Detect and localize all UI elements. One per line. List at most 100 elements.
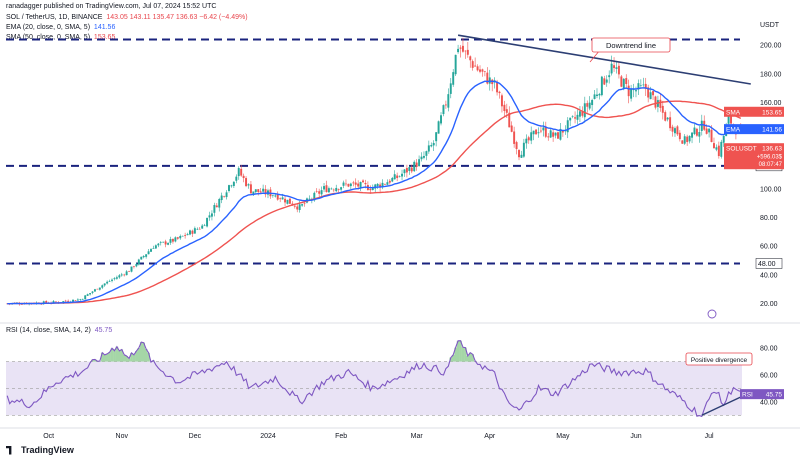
candle-body (72, 299, 74, 302)
price-tag-value: 136.63 (762, 146, 782, 153)
candle-body (557, 132, 559, 139)
candle-body (391, 177, 394, 182)
candle-body (610, 63, 613, 74)
candle-body (96, 288, 99, 290)
candle-body (574, 117, 577, 119)
candle-body (532, 130, 535, 135)
candle-body (588, 102, 591, 109)
candle-body (230, 185, 233, 187)
candle-body (561, 130, 564, 133)
divergence-annotation-text: Positive divergence (691, 357, 748, 364)
candle-body (76, 299, 79, 301)
candle-body (408, 167, 411, 171)
candle-body (52, 301, 55, 303)
candle-body (247, 184, 250, 186)
candle-body (132, 266, 135, 267)
candle-body (298, 204, 301, 211)
x-tick-label: Oct (43, 433, 54, 440)
candle-body (374, 184, 377, 189)
candle-body (652, 91, 655, 96)
candle-body (544, 126, 547, 137)
candle-body (720, 141, 723, 157)
price-tick-label: 180.00 (760, 71, 782, 78)
candle-body (547, 136, 550, 138)
candle-body (625, 78, 628, 85)
downtrend-annotation: Downtrend line (589, 37, 671, 63)
rsi-line (6, 340, 741, 418)
candle-body (225, 192, 228, 198)
candle-body (425, 151, 428, 156)
x-tick-label: 2024 (260, 433, 276, 440)
sma-legend: SMA (50, close, 0, SMA, 5) 153.65 (6, 34, 115, 41)
tradingview-logo: TradingView (6, 445, 74, 455)
candle-body (113, 278, 116, 280)
candle-body (313, 192, 316, 201)
divergence-annotation: Positive divergence (685, 352, 753, 366)
candle-body (598, 93, 601, 96)
rsi-legend: RSI (14, close, SMA, 14, 2) 45.75 (6, 327, 112, 334)
rsi-tick-label: 60.00 (760, 373, 778, 380)
candle-body (213, 205, 216, 213)
candle-body (130, 266, 133, 272)
candle-body (386, 182, 389, 185)
candle-body (369, 189, 372, 191)
candle-body (235, 176, 238, 181)
candle-body (201, 225, 204, 229)
candle-body (176, 237, 179, 239)
candle-body (505, 109, 508, 113)
ohlc-values: 143.05 143.11 135.47 136.63 −6.42 (−4.49… (106, 14, 248, 21)
candle-body (167, 243, 170, 245)
rsi-legend-label: RSI (14, close, SMA, 14, 2) (6, 327, 91, 334)
candle-body (357, 183, 360, 187)
candle-body (281, 197, 284, 200)
candle-body (471, 61, 474, 68)
price-tag-name: SMA (726, 109, 741, 116)
candle-body (649, 92, 652, 100)
candle-body (664, 112, 667, 121)
candle-body (542, 127, 545, 131)
candle-body (637, 83, 640, 90)
candle-body (332, 189, 335, 191)
candle-body (486, 72, 489, 84)
candle-body (147, 251, 150, 255)
candle-body (240, 168, 243, 176)
price-tag-name: SOLUSDT (726, 146, 757, 153)
price-tag-value: 153.65 (762, 109, 782, 116)
x-tick-label: May (556, 433, 570, 440)
candle-body (84, 295, 87, 300)
candle-body (108, 281, 111, 282)
candle-body (237, 168, 240, 177)
candle-body (337, 188, 340, 190)
candle-body (515, 142, 518, 149)
candle-body (67, 300, 70, 302)
candle-body (320, 190, 323, 195)
candle-body (352, 182, 355, 184)
level-tag-bg (755, 258, 783, 269)
price-tag-bg (724, 124, 784, 135)
candle-body (181, 235, 184, 237)
candle-body (206, 217, 209, 227)
price-tick-label: 160.00 (760, 100, 782, 107)
candle-body (581, 111, 584, 116)
candle-body (45, 300, 48, 303)
candle-body (308, 198, 311, 200)
candle-body (639, 85, 642, 86)
candle-body (254, 189, 257, 193)
candle-body (537, 132, 540, 134)
rsi-tag-bg (740, 389, 784, 400)
candle-body (106, 281, 109, 284)
ema-20-line (7, 80, 741, 305)
candle-body (301, 204, 304, 206)
candle-body (627, 85, 630, 97)
candle-body (103, 283, 106, 286)
candle-body (498, 91, 501, 94)
candle-body (630, 88, 633, 99)
candle-body (196, 228, 199, 230)
candle-body (257, 189, 260, 192)
sma-legend-label: SMA (50, close, 0, SMA, 5) (6, 34, 91, 41)
candle-body (615, 67, 618, 69)
candle-body (111, 279, 113, 281)
candle-body (381, 182, 384, 188)
candle-body (461, 45, 464, 52)
